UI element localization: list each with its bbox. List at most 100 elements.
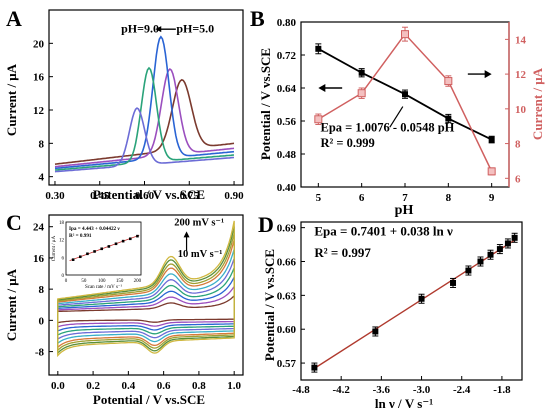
panel-d-point [504,240,511,247]
panel-c-letter: C [6,210,22,235]
panel-c-inset-point [114,242,118,246]
panel-d-equation: Epa = 0.7401 + 0.038 ln ν [314,224,453,239]
panel-b-y-right-tick-label: 6 [515,173,521,185]
panel-c-inset-point [121,239,125,243]
panel-a-annotation-ph9: pH=9.0 [121,22,159,36]
panel-d-y-tick-label: 0.69 [277,223,297,235]
panel-b-y-right-tick-label: 10 [515,104,527,116]
panel-d-frame [300,221,523,381]
panel-a-y-tick-label: 16 [33,72,45,84]
panel-a-series-line-1 [54,78,235,165]
panel-b-y-left-tick-label: 0.72 [277,50,297,62]
panel-d-y-label: Potential / V vs.SCE [262,249,277,361]
panel-a-x-label: Potential / V vs.SCE [93,187,205,202]
panel-d-point [511,234,518,241]
panel-d-y-tick-label: 0.57 [277,358,297,370]
panel-b-y-left-tick-label: 0.40 [277,182,297,194]
panel-c-annotation-200: 200 mV s⁻¹ [174,218,224,229]
panel-b-frame [300,21,510,188]
panel-d-x-tick-label: -2.4 [453,384,471,396]
panel-b-y-right-tick-label: 12 [515,69,527,81]
panel-a-annotation-ph5: pH=5.0 [176,22,214,36]
panel-b-point-potential [358,69,365,76]
panel-b-point-potential [445,115,452,122]
panel-c-annotation-10: 10 mV s⁻¹ [178,249,223,260]
panel-c-inset-y-tick-label: 6 [62,256,65,261]
panel-b-y-label-left: Potential / V vs.SCE [258,48,273,160]
panel-a-series-line-4 [54,66,235,171]
panel-a-x-tick-label: 0.45 [90,190,110,202]
panel-d-plot: -4.8 -4.2 -3.6 -3.0 -2.4 -1.8 0.57 0.60 0.63 0.66… [277,221,523,396]
panel-b-point-current [444,77,453,86]
panel-b-x-tick-label: 8 [446,192,452,204]
panel-c-x-tick-label: 0.8 [192,380,206,392]
panel-c-y-label: Current / μA [4,268,19,341]
panel-c-inset-point [93,250,96,253]
panel-b-point-current [401,30,409,39]
panel-b: B 5 6 7 8 9 0.40 0.48 0.56 0.64 0.72 0.80 6 8 10 12 14 E… [250,6,545,218]
panel-c-inset-x-tick-label: 0 [65,279,68,284]
panel-b-plot: 5 6 7 8 9 0.40 0.48 0.56 0.64 0.72 0.80 6 8 10 12 14 Epa… [277,17,527,204]
panel-b-point-potential [488,136,495,143]
panel-c-y-tick-label: 0 [39,315,45,327]
panel-c-x-label: Potential / V vs.SCE [93,392,205,407]
panel-d-point [311,364,318,371]
panel-d-point [477,258,484,265]
panel-a-x-tick-label: 0.75 [180,190,200,202]
panel-b-y-left-tick-label: 0.48 [277,149,297,161]
panel-d-point [496,246,503,253]
panel-c-x-tick-label: 0.4 [121,380,135,392]
panel-b-y-left-tick-label: 0.56 [277,116,297,128]
panel-b-y-right-tick-label: 14 [515,34,527,46]
panel-a-y-label: Current / μA [4,63,19,136]
panel-c-inset-x-tick-label: 100 [98,279,106,284]
panel-d-x-tick-label: -3.6 [373,384,391,396]
panel-c-inset-r2: R² = 0.991 [69,233,92,239]
panel-c-cv-curve-10 [57,220,235,358]
panel-a-y-tick-label: 4 [39,172,45,184]
panel-a-y-tick-label: 8 [39,138,45,150]
panel-b-point-current [314,115,323,124]
panel-c-frame [48,214,244,376]
panel-c-inset-x-tick-label: 50 [81,279,87,284]
panel-d-x-label: ln ν / V s⁻¹ [375,396,433,411]
panel-d-x-tick-label: -1.8 [493,384,511,396]
panel-d-point [450,279,457,286]
panel-c: C 0.0 0.2 0.4 0.6 0.8 1.0 -8 0 8 16 24 200 mV s⁻¹ 10… [4,210,244,407]
panel-a-frame [48,9,244,186]
panel-b-series-line-2 [317,32,493,172]
panel-a-letter: A [6,6,22,31]
panel-c-inset-point [78,255,82,259]
panel-c-inset-y-tick-label: 12 [59,239,65,244]
panel-d-x-tick-label: -4.8 [292,384,310,396]
panel-d-x-tick-label: -3.0 [413,384,431,396]
panel-b-left-arrow-head [318,84,326,92]
panel-b-equation: Epa = 1.0076 - 0.0548 pH [321,120,455,134]
panel-c-inset-point [100,247,104,251]
panel-b-y-left-tick-label: 0.80 [277,17,297,29]
panel-d-point [418,295,425,302]
panel-d: D -4.8 -4.2 -3.6 -3.0 -2.4 -1.8 0.57 0.60 0.63 0.… [258,212,523,411]
panel-d-r2: R² = 0.997 [314,245,371,260]
panel-a-series-line-2 [54,68,235,168]
panel-c-inset-point [71,258,75,261]
panel-c-inset-y-tick-label: 18 [59,221,65,226]
panel-c-inset-point [86,252,89,256]
panel-c-inset-y-label: Current / μA [52,235,57,261]
panel-b-x-tick-label: 6 [359,192,365,204]
panel-b-x-tick-label: 5 [316,192,322,204]
panel-c-inset-x-tick-label: 150 [116,279,124,284]
panel-b-y-left-tick-label: 0.64 [277,83,297,95]
panel-d-point [465,267,472,274]
panel-a-x-tick-label: 0.60 [135,190,155,202]
panel-c-x-tick-label: 0.2 [86,380,100,392]
panel-a-plot: 0.30 0.45 0.60 0.75 0.90 4 8 12 16 20 pH=9.0 pH=5.0 [33,9,244,202]
panel-c-inset-y-tick-label: 0 [62,274,65,279]
panel-a: A 0.30 0.45 0.60 0.75 0.90 4 8 12 16 20 pH=9.0 pH=5… [4,6,244,202]
panel-d-y-tick-label: 0.66 [277,257,297,269]
panel-a-arrow-head [155,26,162,33]
panel-c-inset-point [107,245,111,248]
panel-b-fit-arrow [389,106,404,128]
panel-c-inset-x-label: Scan rate / mV s⁻¹ [85,284,123,290]
panel-b-point-potential [402,91,408,98]
